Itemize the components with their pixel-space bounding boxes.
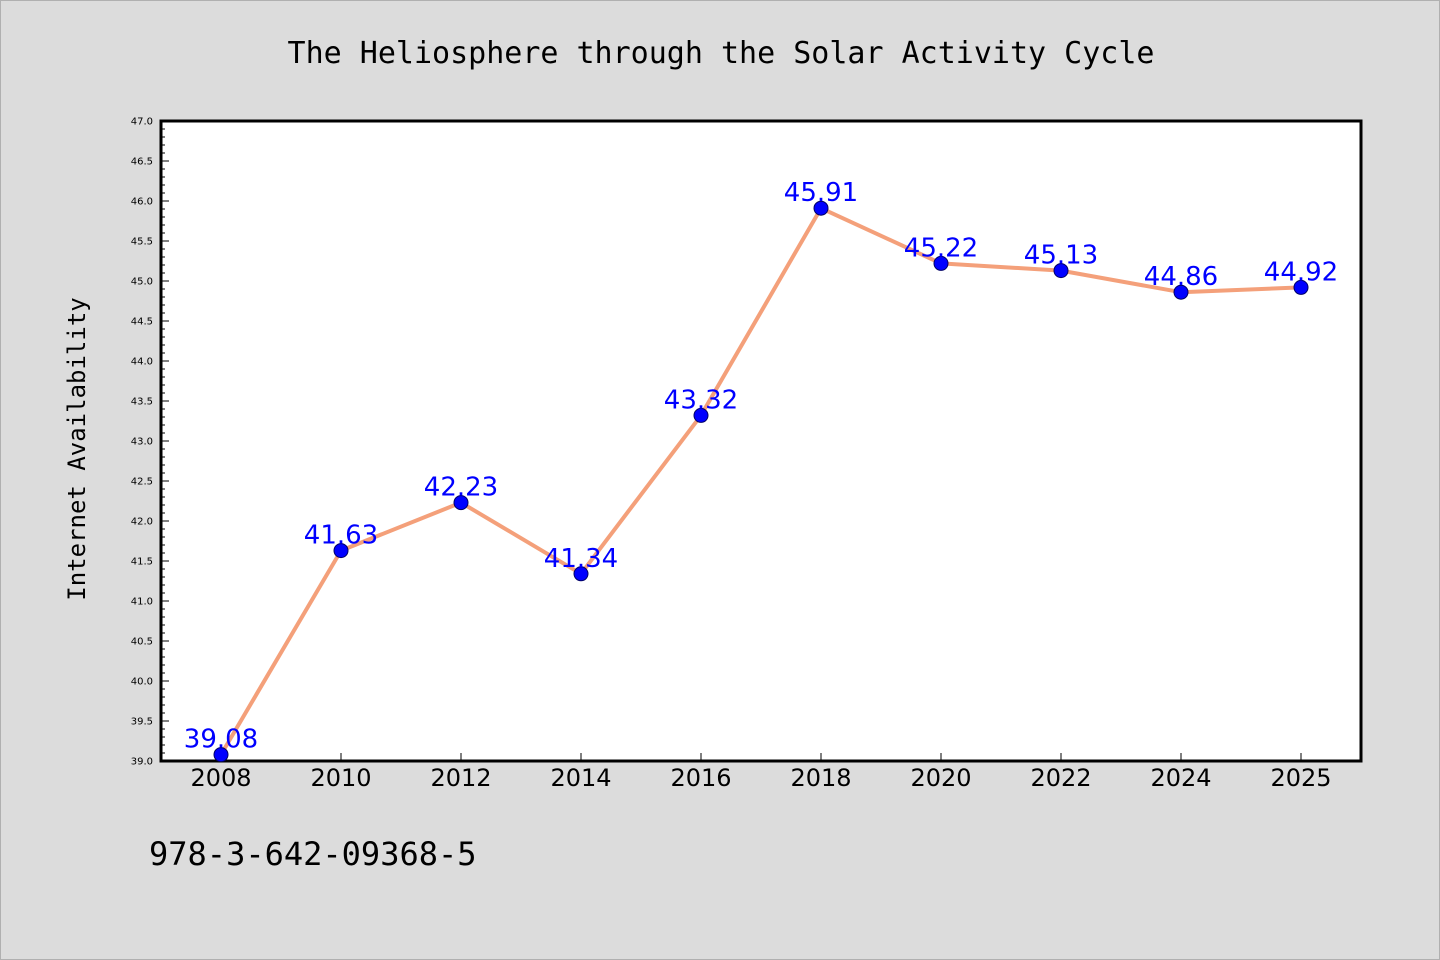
data-label: 44.86 xyxy=(1144,262,1218,292)
x-tick-label: 2016 xyxy=(670,764,731,792)
x-tick-label: 2018 xyxy=(790,764,851,792)
data-point xyxy=(933,255,949,271)
series-line xyxy=(219,206,1303,757)
y-tick-label: 43.0 xyxy=(131,437,153,448)
data-label: 44.92 xyxy=(1264,257,1338,287)
data-label: 42.23 xyxy=(424,473,498,503)
x-tick-label: 2020 xyxy=(910,764,971,792)
data-label: 43.32 xyxy=(664,385,738,415)
y-axis: 39.0 39.5 40.0 40.5 41.0 41.5 42.0 42.5 43.0 43.5… xyxy=(131,117,169,768)
y-tick-label: 46.5 xyxy=(131,157,153,168)
y-tick-label: 44.0 xyxy=(131,357,153,368)
footnote: 978-3-642-09368-5 xyxy=(149,835,477,873)
data-point xyxy=(693,407,709,423)
data-label: 45.91 xyxy=(784,178,858,208)
chart-title: The Heliosphere through the Solar Activi… xyxy=(288,36,1155,71)
x-tick-label: 2025 xyxy=(1270,764,1331,792)
y-tick-label: 42.5 xyxy=(131,477,153,488)
data-point xyxy=(1173,284,1189,300)
y-tick-label: 44.5 xyxy=(131,317,153,328)
data-label: 45.22 xyxy=(904,233,978,263)
data-label: 45.13 xyxy=(1024,241,1098,271)
data-label: 41.34 xyxy=(544,544,618,574)
data-point xyxy=(573,566,589,582)
x-tick-label: 2008 xyxy=(190,764,251,792)
plot-area xyxy=(159,119,1363,763)
y-axis-label: Internet Availability xyxy=(63,297,91,600)
y-tick-label: 39.5 xyxy=(131,717,153,728)
x-tick-label: 2024 xyxy=(1150,764,1211,792)
y-tick-label: 47.0 xyxy=(131,117,153,128)
y-tick-label: 42.0 xyxy=(131,517,153,528)
x-tick-label: 2022 xyxy=(1030,764,1091,792)
x-tick-label: 2012 xyxy=(430,764,491,792)
data-point xyxy=(453,495,469,511)
series-layer xyxy=(213,200,1309,763)
y-tick-label: 43.5 xyxy=(131,397,153,408)
y-tick-label: 45.0 xyxy=(131,277,153,288)
x-tick-label: 2014 xyxy=(550,764,611,792)
y-tick-label: 40.0 xyxy=(131,677,153,688)
data-label: 39.08 xyxy=(184,725,258,755)
x-tick-label: 2010 xyxy=(310,764,371,792)
data-label: 41.63 xyxy=(304,521,378,551)
y-tick-label: 45.5 xyxy=(131,237,153,248)
y-tick-label: 40.5 xyxy=(131,637,153,648)
data-point xyxy=(813,200,829,216)
data-point xyxy=(1053,263,1069,279)
y-tick-label: 41.0 xyxy=(131,597,153,608)
y-tick-label: 46.0 xyxy=(131,197,153,208)
data-point xyxy=(333,543,349,559)
data-point xyxy=(1293,279,1309,295)
y-tick-label: 39.0 xyxy=(131,757,153,768)
x-axis: 2008 2010 2012 2014 2016 2018 2020 2022 2024 2025 xyxy=(190,753,1332,792)
data-point xyxy=(213,747,229,763)
y-tick-label: 41.5 xyxy=(131,557,153,568)
data-label-layer: 39.08 41.63 42.23 41.34 43.32 45.91 45.22 45.13… xyxy=(184,178,1338,754)
